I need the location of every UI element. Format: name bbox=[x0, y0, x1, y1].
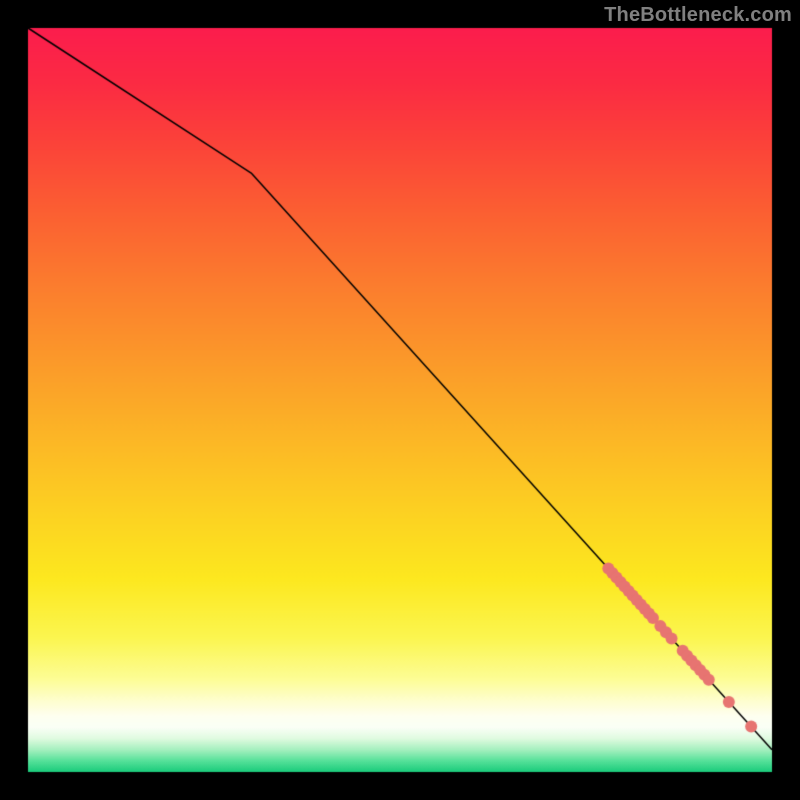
bottleneck-chart-canvas bbox=[0, 0, 800, 800]
source-credit-label: TheBottleneck.com bbox=[604, 4, 792, 27]
chart-root: TheBottleneck.com bbox=[0, 0, 800, 800]
